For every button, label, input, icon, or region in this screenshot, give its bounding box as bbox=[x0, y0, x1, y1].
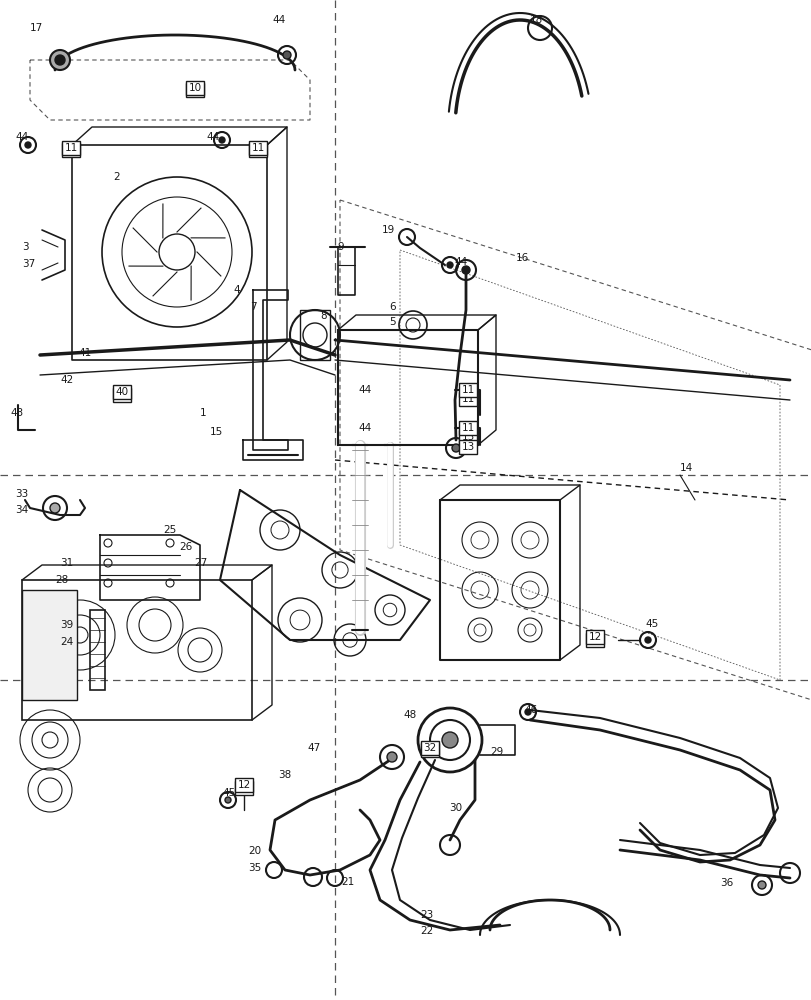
Circle shape bbox=[461, 266, 470, 274]
Text: 44: 44 bbox=[272, 15, 285, 25]
Text: 15: 15 bbox=[210, 427, 223, 437]
Circle shape bbox=[55, 55, 65, 65]
Text: 3: 3 bbox=[22, 242, 28, 252]
Text: 8: 8 bbox=[320, 311, 326, 321]
Text: 24: 24 bbox=[60, 637, 73, 647]
Text: 12: 12 bbox=[237, 783, 251, 793]
Text: 40: 40 bbox=[115, 387, 128, 397]
Text: 6: 6 bbox=[388, 302, 395, 312]
Circle shape bbox=[387, 752, 397, 762]
Text: 11: 11 bbox=[461, 385, 474, 395]
Text: 20: 20 bbox=[247, 846, 261, 856]
Bar bbox=[22, 590, 77, 700]
Circle shape bbox=[452, 444, 460, 452]
Text: 18: 18 bbox=[530, 15, 543, 25]
Text: 4: 4 bbox=[233, 285, 239, 295]
Text: 14: 14 bbox=[679, 463, 693, 473]
Text: 11: 11 bbox=[461, 423, 474, 433]
Text: 44: 44 bbox=[453, 257, 466, 267]
Text: 16: 16 bbox=[515, 253, 529, 263]
Text: 7: 7 bbox=[250, 302, 256, 312]
Bar bbox=[337, 330, 478, 445]
Text: 38: 38 bbox=[277, 770, 291, 780]
Text: 28: 28 bbox=[55, 575, 68, 585]
Text: 26: 26 bbox=[178, 542, 192, 552]
Text: 12: 12 bbox=[588, 635, 601, 645]
Text: 11: 11 bbox=[251, 143, 264, 153]
Text: 12: 12 bbox=[237, 780, 251, 790]
Text: 39: 39 bbox=[60, 620, 73, 630]
Text: 11: 11 bbox=[251, 145, 264, 155]
Text: 45: 45 bbox=[221, 788, 235, 798]
Text: 47: 47 bbox=[307, 743, 320, 753]
Text: 17: 17 bbox=[30, 23, 43, 33]
Text: 44: 44 bbox=[15, 132, 28, 142]
Text: 11: 11 bbox=[64, 145, 78, 155]
Circle shape bbox=[225, 797, 230, 803]
Text: 12: 12 bbox=[588, 632, 601, 642]
Circle shape bbox=[219, 137, 225, 143]
Text: 10: 10 bbox=[188, 83, 201, 93]
Text: 48: 48 bbox=[402, 710, 416, 720]
Text: 1: 1 bbox=[200, 408, 206, 418]
Text: 21: 21 bbox=[341, 877, 354, 887]
Circle shape bbox=[441, 732, 457, 748]
Text: 30: 30 bbox=[448, 803, 461, 813]
Circle shape bbox=[525, 709, 530, 715]
Text: 13: 13 bbox=[461, 442, 474, 452]
Text: 13: 13 bbox=[461, 432, 474, 442]
Text: 19: 19 bbox=[381, 225, 395, 235]
Text: 5: 5 bbox=[388, 317, 395, 327]
Text: 29: 29 bbox=[489, 747, 503, 757]
Bar bbox=[90, 610, 105, 690]
Text: 46: 46 bbox=[523, 705, 537, 715]
Text: 10: 10 bbox=[188, 85, 201, 95]
Circle shape bbox=[644, 637, 650, 643]
Text: 43: 43 bbox=[10, 408, 24, 418]
Circle shape bbox=[25, 142, 31, 148]
Text: 27: 27 bbox=[194, 558, 207, 568]
Text: 37: 37 bbox=[22, 259, 35, 269]
Bar bbox=[299, 310, 329, 360]
Text: 32: 32 bbox=[423, 745, 436, 755]
Text: 34: 34 bbox=[15, 505, 28, 515]
Text: 11: 11 bbox=[461, 394, 474, 404]
Circle shape bbox=[757, 881, 765, 889]
Text: 9: 9 bbox=[337, 242, 343, 252]
Text: 33: 33 bbox=[15, 489, 28, 499]
Text: 41: 41 bbox=[78, 348, 91, 358]
Text: 23: 23 bbox=[419, 910, 433, 920]
Text: 25: 25 bbox=[163, 525, 176, 535]
Text: 36: 36 bbox=[719, 878, 732, 888]
Text: 2: 2 bbox=[113, 172, 119, 182]
Text: 44: 44 bbox=[358, 385, 371, 395]
Circle shape bbox=[446, 262, 453, 268]
Text: 22: 22 bbox=[419, 926, 433, 936]
Circle shape bbox=[50, 503, 60, 513]
Text: 44: 44 bbox=[358, 423, 371, 433]
Text: 45: 45 bbox=[644, 619, 658, 629]
Text: 42: 42 bbox=[60, 375, 73, 385]
Circle shape bbox=[283, 51, 290, 59]
Circle shape bbox=[50, 50, 70, 70]
Text: 32: 32 bbox=[423, 743, 436, 753]
Bar bbox=[22, 580, 251, 720]
Text: 31: 31 bbox=[60, 558, 73, 568]
Text: 35: 35 bbox=[247, 863, 261, 873]
Text: 44: 44 bbox=[206, 132, 219, 142]
Text: 11: 11 bbox=[64, 143, 78, 153]
Text: 40: 40 bbox=[115, 390, 128, 400]
